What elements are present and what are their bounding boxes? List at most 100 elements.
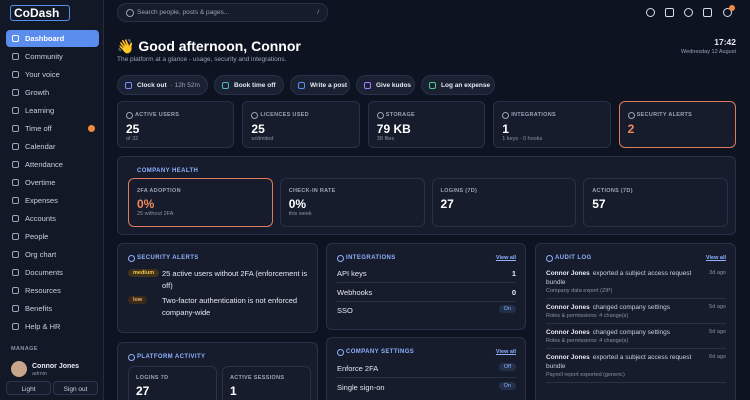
- nav-item[interactable]: Expenses: [6, 192, 99, 209]
- audit-action: changed company settings: [592, 329, 671, 336]
- nav-item[interactable]: Community: [6, 48, 99, 65]
- action-button[interactable]: Give kudos: [356, 75, 415, 95]
- nav-item[interactable]: Help & HR: [6, 318, 99, 335]
- nav-item[interactable]: Dashboard: [6, 30, 99, 47]
- panel-title: SECURITY ALERTS: [137, 255, 199, 261]
- audit-actor: Connor Jones: [546, 329, 590, 336]
- action-label: Book time off: [234, 82, 276, 89]
- button-label: Light: [21, 385, 36, 393]
- action-button[interactable]: Write a post: [290, 75, 350, 95]
- integrations-panel: INTEGRATIONS View all API keys 1 Webhooks 0 SS…: [326, 243, 526, 330]
- status-pill[interactable]: Off: [498, 363, 516, 371]
- audit-action: exported a subject access request bundle: [546, 354, 692, 370]
- audit-action: exported a subject access request bundle: [546, 270, 692, 286]
- health-sub: this week: [288, 211, 312, 217]
- nav-item[interactable]: Org chart: [6, 246, 99, 263]
- audit-detail: Payroll report exported (generic): [546, 372, 625, 378]
- view-all-link[interactable]: View all: [705, 255, 726, 261]
- top-icon[interactable]: [684, 8, 693, 17]
- nav-label: Attendance: [25, 160, 63, 169]
- health-card: CHECK-IN RATE 0% this week: [279, 178, 425, 227]
- nav-icon: [12, 161, 19, 168]
- subtitle: The platform at a glance - usage, securi…: [117, 56, 287, 63]
- stat-icon: [126, 112, 133, 119]
- nav-label: Growth: [25, 88, 50, 97]
- row-divider: [337, 282, 516, 284]
- notification-badge: [729, 5, 735, 11]
- sidebar: [0, 0, 104, 400]
- status-pill[interactable]: On: [498, 381, 516, 390]
- stat-card: INTEGRATIONS 1 1 keys · 0 hooks: [493, 101, 611, 148]
- top-icon[interactable]: [665, 8, 674, 17]
- view-all-link[interactable]: View all: [495, 349, 516, 355]
- nav-item[interactable]: Learning: [6, 102, 99, 119]
- health-card: 2FA ADOPTION 0% 25 without 2FA: [128, 178, 273, 227]
- nav-item[interactable]: Documents: [6, 264, 99, 281]
- user-name: Connor Jones: [32, 363, 80, 370]
- nav-label: Time off: [25, 124, 52, 133]
- stat-icon: [627, 112, 635, 119]
- search-icon: [126, 9, 134, 17]
- nav-item[interactable]: Benefits: [6, 300, 99, 317]
- security-alerts-panel: SECURITY ALERTS medium 25 active users wit…: [117, 243, 318, 333]
- search-box[interactable]: Search people, posts & pages... /: [117, 3, 328, 22]
- nav-item[interactable]: Overtime: [6, 174, 99, 191]
- top-icon[interactable]: [646, 8, 655, 17]
- nav-item[interactable]: Attendance: [6, 156, 99, 173]
- nav-icon: [12, 125, 19, 132]
- nav-item[interactable]: Resources: [6, 282, 99, 299]
- nav-label: Documents: [25, 268, 63, 277]
- audit-time: 5d ago: [709, 329, 726, 335]
- nav-icon: [12, 269, 19, 276]
- stat-card: STORAGE 79 KB 38 files: [367, 101, 486, 148]
- row-divider: [337, 300, 516, 302]
- action-text: Log an expense: [441, 82, 490, 89]
- date: Wednesday 12 August: [681, 49, 736, 55]
- sidebar-button[interactable]: Sign out: [53, 381, 98, 395]
- health-value: 27: [440, 197, 454, 211]
- panel-title: INTEGRATIONS: [346, 255, 396, 261]
- alert-text: 25 active users without 2FA (enforcement…: [162, 269, 308, 290]
- action-button[interactable]: Clock out · 12h 52m: [117, 75, 208, 95]
- nav-item[interactable]: Accounts: [6, 210, 99, 227]
- audit-line: Connor Jones exported a subject access re…: [546, 269, 696, 287]
- action-icon: [125, 82, 132, 89]
- severity-pill: medium: [128, 269, 160, 277]
- setting-label: Enforce 2FA: [337, 364, 379, 373]
- nav-item[interactable]: Time off: [6, 120, 99, 137]
- setting-label: Single sign-on: [337, 382, 385, 392]
- top-icon[interactable]: [703, 8, 712, 17]
- nav-icon: [12, 107, 19, 114]
- platform-activity-panel: PLATFORM ACTIVITY LOGINS 7D 27 ACTIVE SESSI…: [117, 342, 318, 400]
- panel-icon: [546, 255, 553, 262]
- action-text: Write a post: [310, 82, 347, 89]
- action-button[interactable]: Book time off: [214, 75, 284, 95]
- nav-label: Overtime: [25, 178, 56, 187]
- audit-entry: Connor Jones changed company settings Role…: [546, 302, 726, 324]
- greeting: 👋 Good afternoon, Connor: [117, 38, 301, 54]
- nav-item[interactable]: Your voice: [6, 66, 99, 83]
- action-icon: [298, 82, 305, 89]
- row-divider: [337, 377, 516, 379]
- nav-item[interactable]: Growth: [6, 84, 99, 101]
- action-text: Book time off: [234, 82, 276, 89]
- activity-label: LOGINS 7D: [136, 375, 169, 381]
- audit-actor: Connor Jones: [546, 354, 590, 361]
- sidebar-button[interactable]: Light: [6, 381, 51, 395]
- setting-value: 1: [511, 269, 516, 278]
- nav-item[interactable]: People: [6, 228, 99, 245]
- nav-label: People: [25, 232, 49, 241]
- top-icon[interactable]: [723, 8, 732, 17]
- action-button[interactable]: Log an expense: [421, 75, 495, 95]
- status-pill[interactable]: On: [498, 305, 516, 313]
- stat-value: 79 KB: [376, 122, 411, 136]
- health-card: LOGINS (7D) 27: [431, 178, 577, 227]
- nav-item[interactable]: Calendar: [6, 138, 99, 155]
- view-all-link[interactable]: View all: [495, 255, 516, 261]
- avatar: [11, 361, 27, 377]
- panel-title: COMPANY HEALTH: [137, 168, 199, 174]
- company-settings-panel: COMPANY SETTINGS View all Enforce 2FA Off Si…: [326, 337, 526, 400]
- audit-actor: Connor Jones: [546, 304, 590, 311]
- activity-value: 1: [230, 384, 237, 398]
- stat-card: ACTIVE USERS 25 of 32: [117, 101, 235, 148]
